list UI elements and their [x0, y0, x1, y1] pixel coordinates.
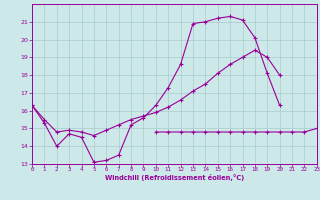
X-axis label: Windchill (Refroidissement éolien,°C): Windchill (Refroidissement éolien,°C) [105, 174, 244, 181]
